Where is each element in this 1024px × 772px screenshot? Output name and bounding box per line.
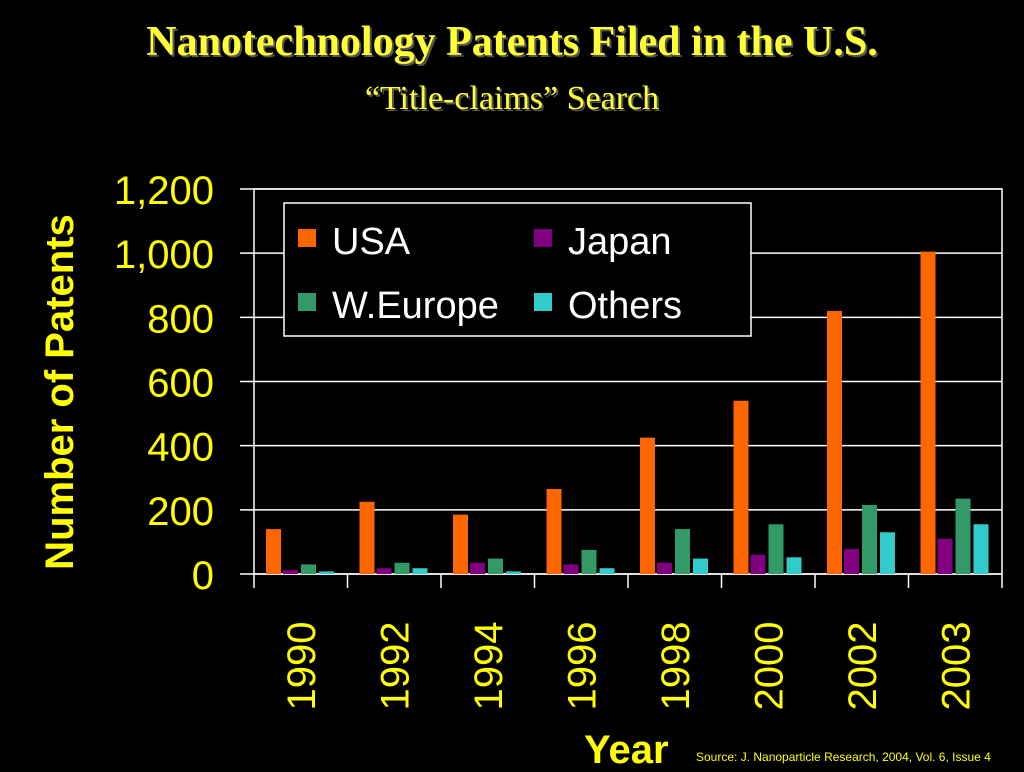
bar-others-1998 [693,558,708,574]
bar-japan-2003 [937,538,953,574]
bar-others-2003 [973,524,989,574]
bar-usa-1992 [359,501,375,574]
legend-label: Others [568,285,682,327]
x-tick-label: 1992 [373,622,417,711]
bar-usa-2002 [827,310,842,574]
bar-usa-2003 [920,251,936,574]
legend-label: Japan [568,221,672,263]
bar-usa-1990 [266,529,281,574]
bar-weurope-1990 [301,564,316,574]
bar-japan-2000 [750,554,766,574]
x-axis-label: Year [584,728,669,772]
bar-usa-1996 [546,488,562,574]
y-tick-label: 800 [147,297,214,341]
legend-label: USA [332,221,411,263]
y-tick-label: 1,000 [114,233,214,277]
bar-japan-1998 [657,562,672,574]
source-note: Source: J. Nanoparticle Research, 2004, … [696,750,991,764]
bar-usa-1994 [453,514,468,574]
bar-usa-2000 [733,400,749,574]
chart-title: Nanotechnology Patents Filed in the U.S. [146,19,878,65]
bar-usa-1998 [640,437,655,574]
x-tick-label: 2000 [747,622,791,711]
x-tick-label: 1990 [280,622,324,711]
bar-weurope-1998 [675,529,690,574]
x-tick-label: 2002 [841,622,885,711]
bar-weurope-1992 [394,562,410,574]
chart-subtitle: “Title-claims” Search [364,80,660,117]
legend-swatch-weurope [298,293,316,311]
y-tick-label: 1,200 [114,169,214,213]
x-tick-label: 2003 [934,622,978,711]
x-tick-label: 1994 [467,622,511,711]
bar-others-2002 [880,532,895,574]
bar-weurope-2003 [955,498,971,574]
bar-japan-1990 [283,570,298,574]
bar-weurope-1996 [581,549,597,574]
bar-others-1994 [506,571,521,574]
bar-weurope-1994 [488,558,503,574]
bar-others-2000 [786,557,802,574]
bar-japan-1994 [470,562,485,574]
y-tick-label: 400 [147,426,214,470]
y-tick-label: 200 [147,490,214,534]
x-tick-label: 1996 [560,622,604,711]
bar-others-1996 [599,568,615,574]
y-tick-label: 600 [147,362,214,406]
y-tick-label: 0 [192,554,214,598]
legend-swatch-japan [534,229,552,247]
bar-japan-1996 [563,564,579,574]
legend-label: W.Europe [332,285,499,327]
bar-others-1992 [412,568,428,574]
bar-weurope-2002 [862,505,877,574]
bar-others-1990 [319,571,334,574]
x-tick-label: 1998 [654,622,698,711]
legend-swatch-usa [298,229,316,247]
legend-box [283,202,752,337]
bar-japan-1992 [376,568,392,574]
bar-japan-2002 [844,548,859,574]
legend-swatch-others [534,293,552,311]
bar-weurope-2000 [768,524,784,574]
